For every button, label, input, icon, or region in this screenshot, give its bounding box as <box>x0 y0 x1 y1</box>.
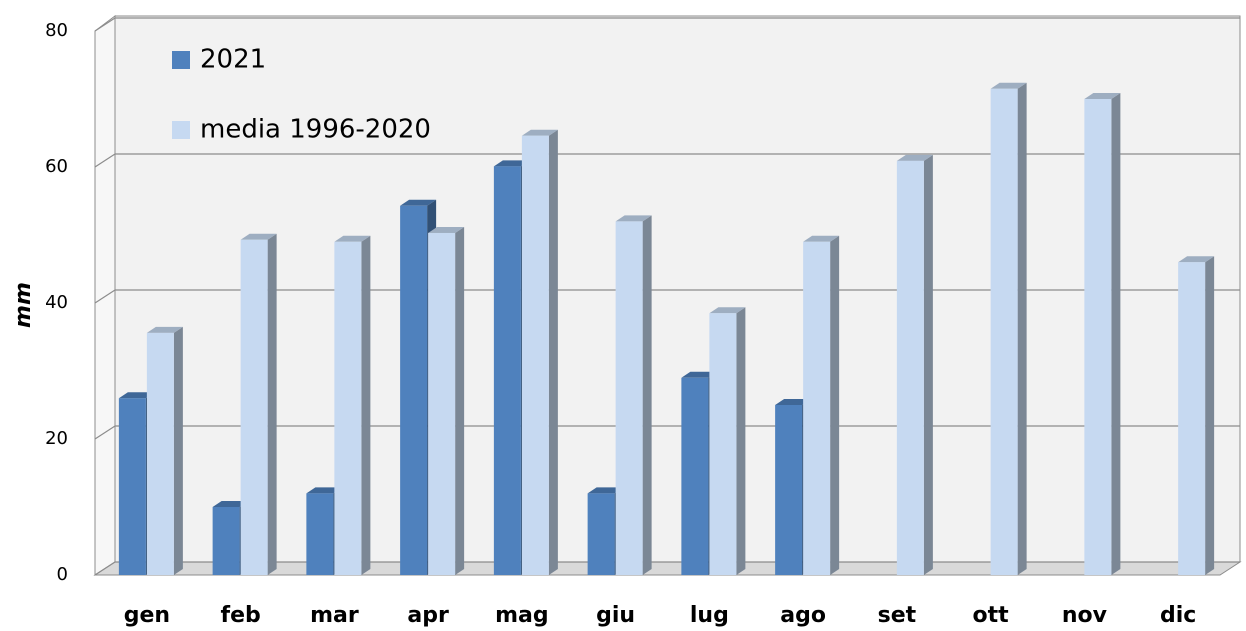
bar <box>896 160 924 575</box>
x-tick-label: ago <box>780 603 826 628</box>
bar-side <box>361 235 371 576</box>
bar <box>681 377 709 575</box>
y-tick-label: 20 <box>45 428 68 449</box>
bar <box>146 332 174 575</box>
bar-top <box>709 307 746 314</box>
grid-line <box>94 153 116 168</box>
bar-top <box>803 235 840 242</box>
x-tick-label: giu <box>596 603 635 628</box>
x-tick-label: mag <box>495 603 549 628</box>
bar-top <box>1084 93 1121 99</box>
x-tick-label: dic <box>1160 603 1196 628</box>
bar-side <box>1111 93 1121 575</box>
bar <box>775 405 803 575</box>
legend-swatch <box>172 51 190 69</box>
grid-line <box>94 425 116 440</box>
back-wall <box>114 15 1241 563</box>
x-tick-label: feb <box>221 603 261 628</box>
bar-top <box>990 82 1027 89</box>
bar <box>587 493 615 575</box>
bar <box>400 205 428 575</box>
bar-top <box>334 235 371 242</box>
bar <box>803 241 831 576</box>
bar-side <box>548 129 558 575</box>
bar-top <box>587 487 624 494</box>
bar-top <box>896 154 933 161</box>
bar-side <box>173 326 183 575</box>
bar-top <box>428 226 465 233</box>
grid-line <box>94 561 116 576</box>
bar <box>709 313 737 575</box>
bar-top <box>681 371 718 378</box>
bar-side <box>455 226 465 575</box>
bar-top <box>521 129 558 136</box>
y-tick-label: 0 <box>57 564 68 585</box>
bar-top <box>775 399 812 405</box>
bar-top <box>493 160 530 167</box>
x-tick-label: nov <box>1062 603 1108 628</box>
bar <box>118 398 146 575</box>
bar <box>428 232 456 575</box>
x-tick-label: apr <box>407 603 449 628</box>
bar <box>306 493 334 575</box>
bar-side <box>642 215 652 575</box>
bar <box>615 221 643 575</box>
x-tick-label: set <box>878 603 917 628</box>
bar-side <box>1205 256 1215 575</box>
bar-side <box>1017 82 1027 576</box>
x-tick-label: gen <box>124 603 170 628</box>
bar-side <box>267 233 277 575</box>
bar <box>334 241 362 576</box>
bar <box>1178 262 1206 575</box>
bar-top <box>240 233 277 240</box>
bar-top <box>306 487 343 494</box>
legend-label: media 1996-2020 <box>200 115 431 145</box>
y-axis-title: mm <box>11 282 36 328</box>
grid-line <box>94 17 116 32</box>
legend-swatch <box>172 121 190 139</box>
bar-side <box>830 235 840 576</box>
bar-side <box>923 154 933 575</box>
y-tick-label: 40 <box>45 292 68 313</box>
legend-label: 2021 <box>200 45 266 75</box>
bar-top <box>615 215 652 222</box>
bar-top <box>400 199 437 206</box>
bar <box>521 135 549 575</box>
x-tick-label: mar <box>310 603 359 628</box>
y-tick-label: 60 <box>45 156 68 177</box>
bar-side <box>736 307 746 575</box>
bar <box>990 88 1018 576</box>
bar <box>493 166 521 575</box>
x-tick-label: lug <box>690 603 729 628</box>
bar-top <box>1178 256 1215 263</box>
x-tick-label: ott <box>973 603 1010 628</box>
bar-top <box>212 501 249 507</box>
grid-line <box>94 289 116 304</box>
bar-top <box>146 326 183 333</box>
bar <box>212 507 240 575</box>
bar <box>240 239 268 575</box>
bar <box>1084 99 1112 575</box>
bar-top <box>118 392 155 399</box>
side-wall <box>94 15 116 576</box>
y-tick-label: 80 <box>45 20 68 41</box>
